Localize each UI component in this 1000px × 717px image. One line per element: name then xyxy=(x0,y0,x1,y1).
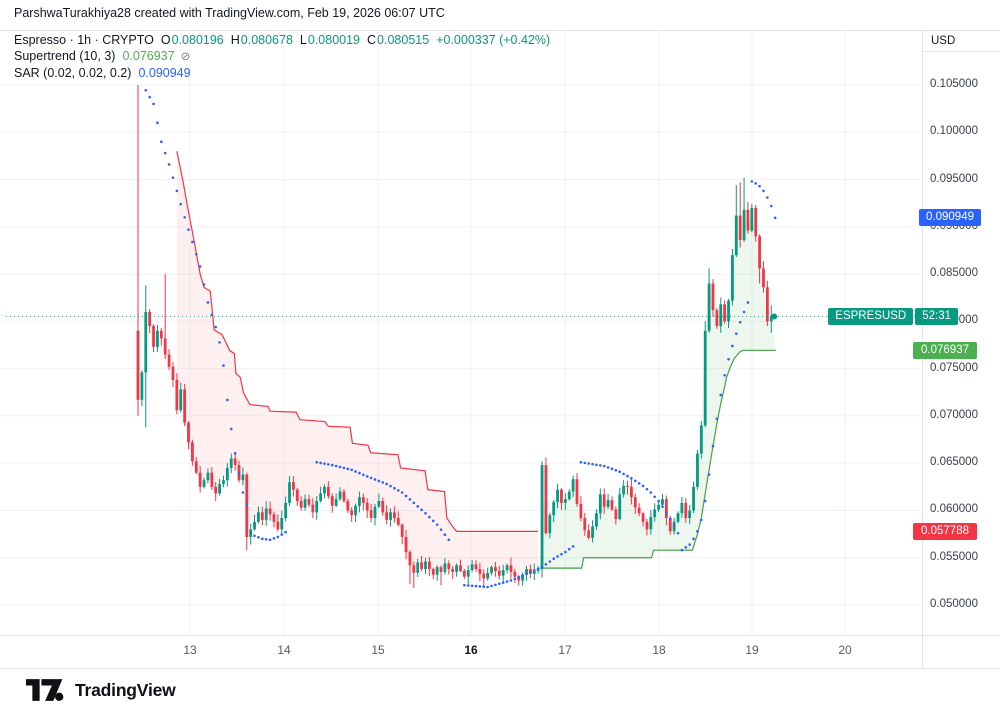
supertrend-value: 0.076937 xyxy=(122,49,175,63)
hidden-marker-icon[interactable]: ⊘ xyxy=(180,51,191,63)
symbol-badge-label: ESPRESUSD xyxy=(828,307,914,325)
time-tick-label: 17 xyxy=(558,643,572,657)
low-value: 0.080019 xyxy=(307,33,361,47)
chart-legend: Espresso · 1h · CRYPTO O 0.080196 H 0.08… xyxy=(14,33,550,82)
sar-value: 0.090949 xyxy=(138,66,191,80)
time-tick-label: 13 xyxy=(183,643,197,657)
tradingview-logo-text: TradingView xyxy=(75,679,176,700)
price-tick-label: 0.070000 xyxy=(930,408,978,421)
last-price-symbol-badge: ESPRESUSD 52:31 xyxy=(828,307,958,325)
time-tick-label: 20 xyxy=(838,643,852,657)
price-tick-label: 0.085000 xyxy=(930,267,978,280)
high-label: H xyxy=(230,33,240,47)
attribution-text: ParshwaTurakhiya28 created with TradingV… xyxy=(14,6,445,20)
bar-countdown-badge: 52:31 xyxy=(915,307,958,325)
time-tick-label: 16 xyxy=(464,643,478,657)
time-tick-label: 14 xyxy=(277,643,291,657)
legend-symbol-row: Espresso · 1h · CRYPTO O 0.080196 H 0.08… xyxy=(14,33,550,47)
time-axis-divider xyxy=(0,635,1000,636)
price-tick-label: 0.075000 xyxy=(930,361,978,374)
price-tick-label: 0.050000 xyxy=(930,598,978,610)
price-tick-label: 0.065000 xyxy=(930,456,978,469)
time-tick-label: 18 xyxy=(652,643,666,657)
supertrend-title[interactable]: Supertrend (10, 3) xyxy=(14,49,116,63)
open-label: O xyxy=(160,33,171,47)
price-scale-currency[interactable]: USD xyxy=(923,31,1000,52)
time-tick-label: 19 xyxy=(745,643,759,657)
close-value: 0.080515 xyxy=(377,33,430,47)
symbol-title[interactable]: Espresso · 1h · CRYPTO xyxy=(14,33,154,47)
price-tick-label: 0.095000 xyxy=(930,172,978,185)
time-tick-label: 15 xyxy=(371,643,385,657)
indicator-price-badge: 0.057788 xyxy=(913,522,977,540)
legend-sar-row: SAR (0.02, 0.02, 0.2) 0.090949 xyxy=(14,66,550,80)
price-tick-label: 0.105000 xyxy=(930,78,978,90)
low-label: L xyxy=(299,33,307,47)
open-value: 0.080196 xyxy=(171,33,224,47)
price-tick-label: 0.055000 xyxy=(930,550,978,563)
change-value: +0.000337 (+0.42%) xyxy=(436,33,551,47)
close-label: C xyxy=(367,33,377,47)
legend-supertrend-row: Supertrend (10, 3) 0.076937 ⊘ xyxy=(14,49,550,64)
header-divider xyxy=(0,30,1000,31)
sar-title[interactable]: SAR (0.02, 0.02, 0.2) xyxy=(14,66,132,80)
price-tick-label: 0.100000 xyxy=(930,125,978,138)
footer-divider xyxy=(0,668,1000,669)
tradingview-logo[interactable]: TradingView xyxy=(26,677,176,703)
indicator-price-badge: 0.076937 xyxy=(913,341,977,359)
indicator-price-badge: 0.090949 xyxy=(919,209,981,227)
tradingview-logo-icon xyxy=(26,679,64,701)
price-tick-label: 0.060000 xyxy=(930,503,978,516)
high-value: 0.080678 xyxy=(240,33,293,47)
